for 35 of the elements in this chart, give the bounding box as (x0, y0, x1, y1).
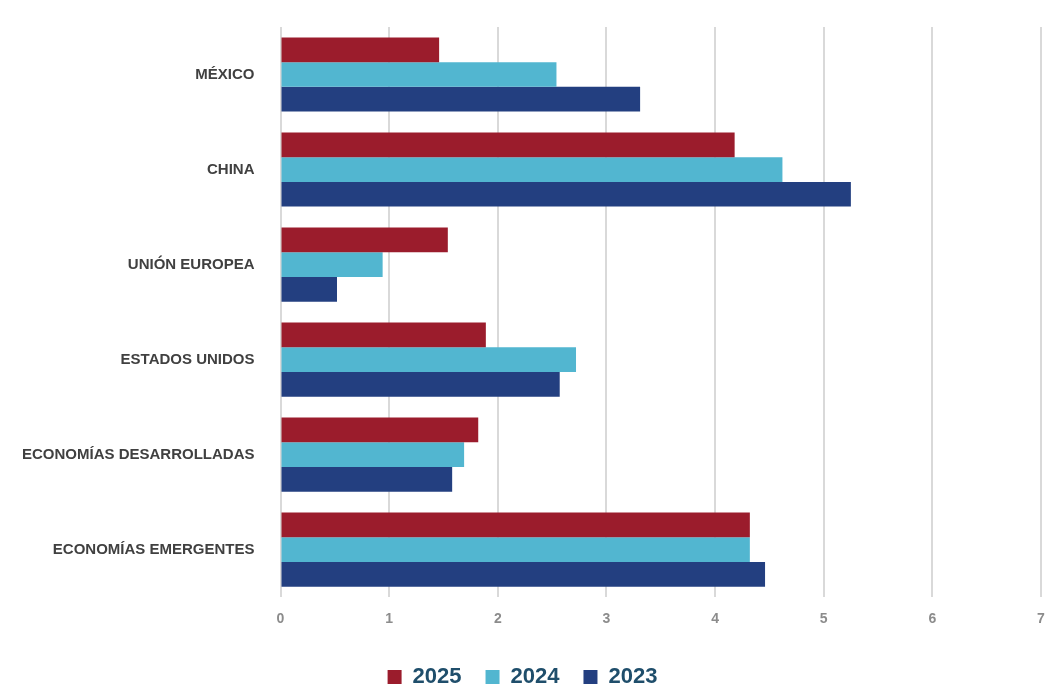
bar (281, 467, 453, 492)
bar (281, 512, 750, 538)
x-tick-label: 3 (602, 610, 611, 627)
x-tick-label: 5 (819, 610, 828, 627)
bar (281, 537, 750, 563)
bar (281, 371, 560, 397)
bar (281, 181, 851, 207)
bar (281, 276, 337, 302)
bar (281, 86, 641, 112)
bar (281, 347, 577, 372)
x-tick-label: 7 (1037, 610, 1046, 627)
bar (281, 562, 766, 587)
bar (281, 227, 448, 253)
x-tick-label: 6 (928, 610, 937, 627)
legend-label: 2024 (510, 663, 561, 689)
x-tick-label: 0 (276, 610, 285, 627)
bar (281, 157, 783, 182)
x-tick-label: 1 (385, 610, 394, 627)
y-tick-label: ESTADOS UNIDOS (120, 349, 255, 367)
bar (281, 417, 479, 443)
bar (281, 37, 440, 63)
x-tick-label: 4 (711, 610, 720, 627)
bar (281, 252, 383, 277)
y-tick-label: CHINA (207, 159, 255, 177)
x-tick-label: 2 (493, 610, 502, 627)
bar (281, 62, 557, 87)
y-tick-label: MÉXICO (195, 64, 255, 82)
y-tick-label: UNIÓN EUROPEA (127, 254, 255, 272)
y-tick-label: ECONOMÍAS EMERGENTES (52, 539, 255, 557)
legend-label: 2025 (412, 663, 462, 689)
y-tick-label: ECONOMÍAS DESARROLLADAS (21, 444, 255, 462)
bar (281, 322, 486, 348)
bar (281, 132, 735, 158)
legend-label: 2023 (608, 663, 658, 689)
bar (281, 442, 465, 467)
